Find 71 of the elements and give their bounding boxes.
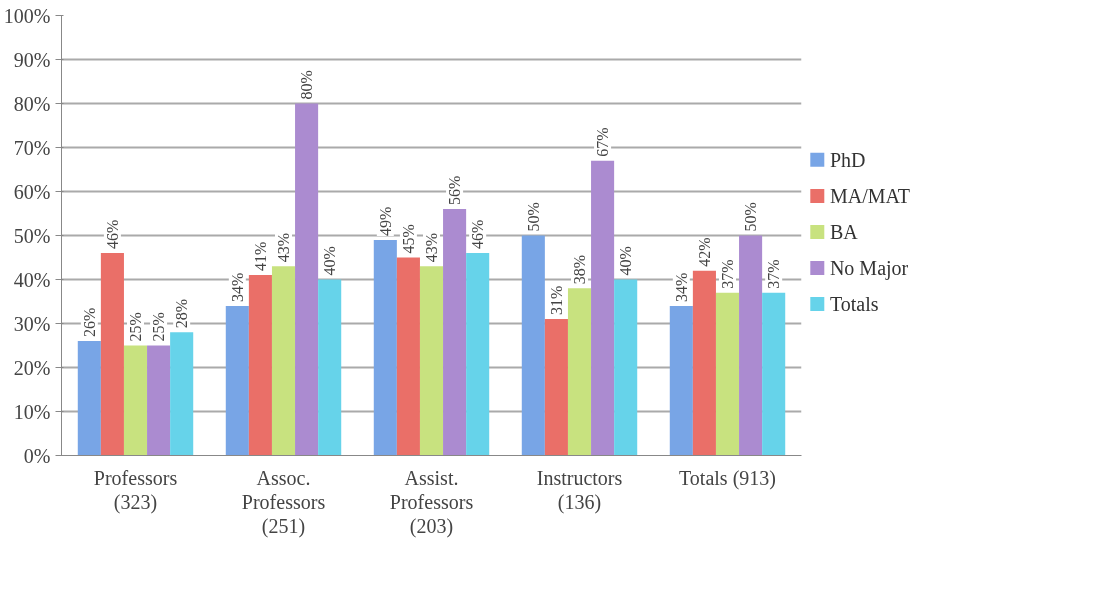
y-tick-label: 60% [13,180,51,203]
legend-label: BA [829,220,859,243]
bar [77,341,101,456]
bar [123,345,148,456]
data-label: 25% [127,312,144,342]
data-label: 67% [594,127,612,157]
bar [396,257,420,456]
data-label: 31% [547,285,565,316]
y-tick-label: 90% [13,48,51,71]
data-label: 43% [275,232,292,263]
data-label: 80% [298,70,316,100]
data-label: 25% [150,312,168,342]
data-label: 46% [103,219,121,250]
bar [466,253,490,456]
data-label: 34% [228,272,246,302]
y-tick-label: 100% [3,4,51,27]
data-label: 50% [742,202,760,232]
y-tick-label: 10% [13,400,51,423]
x-tick-label: Assoc. Professors (251) [241,466,326,538]
y-tick-label: 50% [13,224,51,247]
data-label: 46% [469,219,487,250]
y-tick-label: 20% [13,356,51,379]
bar [614,279,638,456]
y-tick-label: 0% [23,444,51,467]
x-tick-label: Professors (323) [93,466,178,514]
y-tick-label: 80% [13,92,51,115]
data-label: 49% [376,206,394,236]
y-tick-label: 30% [13,312,51,335]
bar [544,319,568,456]
bar [100,253,124,456]
bar [521,235,545,456]
data-label: 28% [173,298,191,329]
legend-label: No Major [829,257,909,281]
bar [692,270,716,456]
data-label: 37% [719,259,736,289]
bar [419,266,444,456]
bar [715,292,740,456]
bar [762,292,786,456]
legend-label: MA/MAT [829,184,910,207]
bar [567,288,592,456]
data-label: 43% [423,232,440,263]
bar [443,209,467,456]
data-label: 42% [695,237,713,267]
legend-label: Totals [829,293,879,316]
data-label: 41% [251,241,269,272]
x-tick-label: Totals (913) [679,466,776,490]
data-label: 34% [672,272,690,302]
bar [225,305,249,456]
legend-label: PhD [829,148,866,171]
bar [591,160,615,456]
data-label: 50% [524,202,542,232]
y-tick-label: 40% [13,268,51,291]
bar [739,235,763,456]
data-label: 56% [446,175,464,206]
data-label: 40% [617,246,635,276]
data-label: 26% [80,307,98,338]
bar [248,275,272,456]
bar [373,239,397,456]
bar [318,279,342,456]
bar [170,332,194,456]
data-label: 37% [765,259,783,289]
bar [271,266,296,456]
data-label: 40% [321,246,339,276]
data-label: 38% [571,254,588,285]
x-tick-label: Assist. Professors (203) [389,466,474,538]
bar [147,345,171,456]
x-tick-label: Instructors (136) [536,466,623,514]
bar [669,305,693,456]
data-label: 45% [399,224,417,254]
bar [295,103,319,456]
y-tick-label: 70% [13,136,51,159]
